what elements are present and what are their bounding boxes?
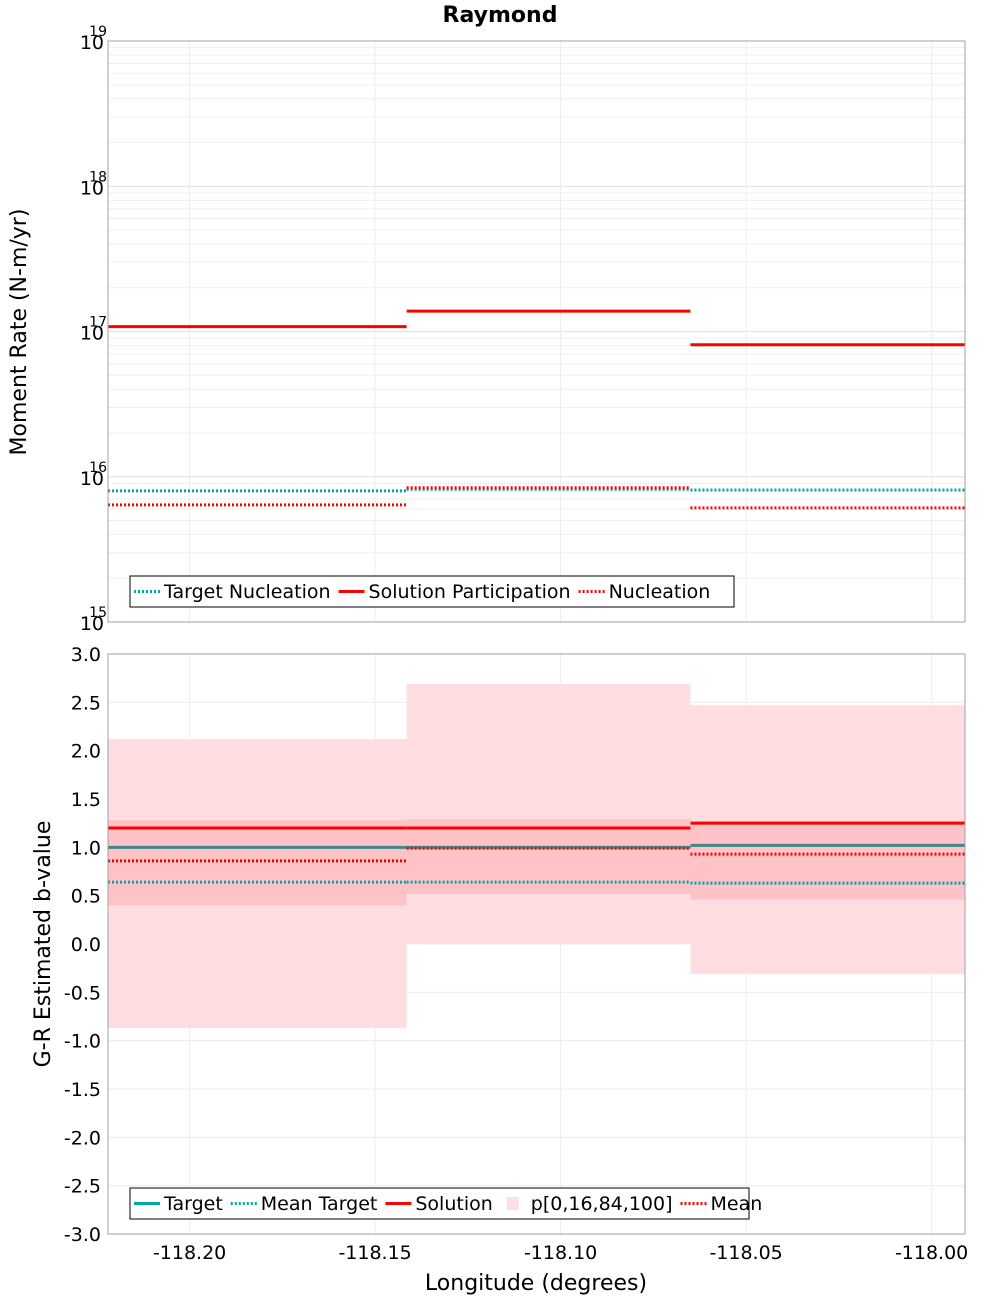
mean-target-legend-label: Mean Target — [261, 1193, 378, 1215]
b-value-panel: -3.0 -2.5 -2.0 -1.5 -1.0 -0.5 0.0 0.5 1.0 1.5 2.0 2… — [31, 644, 968, 1296]
y-tick-exponent: 15 — [89, 605, 107, 621]
moment-rate-grid — [108, 41, 965, 623]
x-tick-label: -118.10 — [524, 1242, 597, 1264]
target-legend-label: Target — [163, 1193, 223, 1215]
y-tick-label: 10 — [80, 177, 104, 199]
band-p16-p84 — [108, 820, 407, 906]
y-tick-exponent: 19 — [89, 24, 107, 40]
y-tick-label: 2.0 — [71, 741, 101, 763]
y-tick-label: 10 — [80, 613, 104, 635]
x-tick-label: -118.00 — [895, 1242, 968, 1264]
y-tick-label: 3.0 — [71, 644, 101, 666]
legend-box — [129, 575, 735, 608]
moment-rate-series — [108, 309, 965, 510]
b-value-legend: Target Mean Target Solution p[0,16,84,100] M… — [129, 1187, 763, 1220]
mean-legend-label: Mean — [711, 1193, 763, 1215]
y-tick-label: -2.5 — [64, 1176, 101, 1198]
moment-rate-y-axis-label: Moment Rate (N-m/yr) — [7, 209, 32, 456]
nucleation-legend-label: Nucleation — [609, 581, 711, 603]
chart-title: Raymond — [443, 3, 558, 28]
y-tick-exponent: 18 — [89, 169, 107, 185]
band-p0-p100 — [406, 683, 691, 944]
legend-box — [129, 1187, 750, 1220]
x-tick-label: -118.05 — [709, 1242, 782, 1264]
band-p16-p84 — [690, 821, 965, 900]
x-tick-label: -118.20 — [153, 1242, 226, 1264]
solution-participation-legend-label: Solution Participation — [369, 581, 571, 603]
b-value-series — [108, 821, 965, 885]
y-tick-label: 1.5 — [71, 789, 101, 811]
p-0-16-84-100-legend-label: p[0,16,84,100] — [531, 1193, 673, 1215]
y-tick-label: 0.5 — [71, 886, 101, 908]
y-tick-label: -2.0 — [64, 1127, 101, 1149]
y-tick-label: -1.0 — [64, 1031, 101, 1053]
solution-legend-label: Solution — [415, 1193, 492, 1215]
b-value-y-axis-label: G-R Estimated b-value — [31, 821, 56, 1068]
b-value-plot-frame — [107, 653, 966, 1235]
y-tick-label: 10 — [80, 323, 104, 345]
target-nucleation-legend-label: Target Nucleation — [163, 581, 331, 603]
y-tick-label: 0.0 — [71, 934, 101, 956]
x-axis-label: Longitude (degrees) — [425, 1271, 647, 1296]
y-tick-label: -0.5 — [64, 982, 101, 1004]
b-value-y-ticks: -3.0 -2.5 -2.0 -1.5 -1.0 -0.5 0.0 0.5 1.0 1.5 2.0 2… — [64, 644, 101, 1246]
y-tick-label: 1.0 — [71, 837, 101, 859]
y-tick-label: 2.5 — [71, 692, 101, 714]
y-tick-exponent: 17 — [89, 315, 107, 331]
y-tick-label: -3.0 — [64, 1224, 101, 1246]
y-tick-label: 10 — [80, 468, 104, 490]
y-tick-label: -1.5 — [64, 1079, 101, 1101]
moment-rate-legend: Target Nucleation Solution Participation N… — [129, 575, 735, 608]
p-0-16-84-100-legend-swatch — [506, 1197, 519, 1210]
moment-rate-plot-frame — [107, 40, 966, 623]
y-tick-exponent: 16 — [89, 460, 107, 476]
x-tick-label: -118.15 — [338, 1242, 411, 1264]
b-value-x-ticks: -118.20 -118.15 -118.10 -118.05 -118.00 — [153, 1242, 968, 1264]
y-tick-label: 10 — [80, 32, 104, 54]
